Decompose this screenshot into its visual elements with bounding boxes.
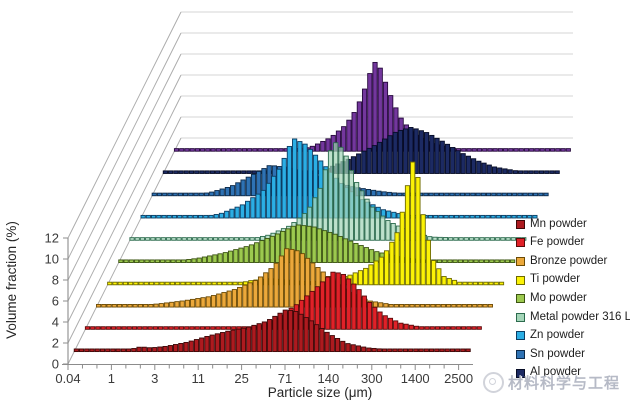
legend: Mn powder Fe powder Bronze powder Ti powder… — [516, 215, 630, 383]
svg-text:71: 71 — [278, 371, 292, 386]
svg-text:11: 11 — [191, 371, 205, 386]
watermark: 材料科学与工程 — [483, 372, 620, 393]
legend-label: Metal powder 316 L — [530, 310, 630, 323]
legend-item-mo-powder: Mo powder — [516, 289, 628, 308]
legend-swatch — [516, 238, 525, 248]
svg-text:10: 10 — [45, 252, 59, 267]
watermark-logo-icon — [483, 372, 504, 393]
legend-label: Zn powder — [530, 329, 585, 342]
legend-label: Bronze powder — [530, 254, 608, 267]
series-mn-powder — [73, 309, 471, 353]
legend-item-ti-powder: Ti powder — [516, 271, 628, 290]
svg-text:Volume fraction (%): Volume fraction (%) — [4, 221, 19, 339]
legend-item-sn-powder: Sn powder — [516, 345, 628, 364]
svg-text:4: 4 — [52, 315, 59, 330]
svg-text:1: 1 — [108, 371, 115, 386]
svg-text:2500: 2500 — [444, 371, 473, 386]
legend-label: Ti powder — [530, 273, 581, 286]
legend-item-bronze-powder: Bronze powder — [516, 252, 628, 271]
legend-item-fe-powder: Fe powder — [516, 234, 628, 253]
legend-swatch — [516, 331, 525, 341]
legend-label: Mn powder — [530, 217, 587, 230]
series-mo-powder — [118, 224, 516, 263]
svg-text:300: 300 — [361, 371, 383, 386]
series-fe-powder — [84, 271, 482, 330]
svg-text:0: 0 — [52, 357, 59, 372]
legend-swatch — [516, 256, 525, 266]
svg-text:3: 3 — [151, 371, 158, 386]
legend-label: Mo powder — [530, 291, 587, 304]
legend-item-metal-powder-316-l: Metal powder 316 L — [516, 308, 630, 327]
svg-text:1400: 1400 — [401, 371, 430, 386]
legend-swatch — [516, 275, 525, 285]
legend-item-al-powder: Al powder — [516, 364, 628, 383]
legend-item-mn-powder: Mn powder — [516, 215, 628, 234]
series-ti-powder — [107, 161, 505, 286]
legend-swatch — [516, 219, 525, 229]
legend-item-zn-powder: Zn powder — [516, 327, 628, 346]
svg-text:8: 8 — [52, 273, 59, 288]
svg-text:12: 12 — [45, 231, 59, 246]
svg-text:6: 6 — [52, 294, 59, 309]
legend-swatch — [516, 349, 525, 359]
legend-label: Al powder — [530, 366, 582, 379]
svg-text:0.04: 0.04 — [55, 371, 80, 386]
svg-text:Particle size (μm): Particle size (μm) — [268, 385, 373, 400]
legend-label: Fe powder — [530, 236, 585, 249]
svg-text:25: 25 — [234, 371, 248, 386]
legend-label: Sn powder — [530, 347, 585, 360]
svg-text:2: 2 — [52, 336, 59, 351]
legend-swatch — [516, 368, 525, 378]
legend-swatch — [516, 294, 525, 304]
svg-text:140: 140 — [318, 371, 340, 386]
watermark-text: 材料科学与工程 — [508, 375, 621, 392]
legend-swatch — [516, 312, 525, 322]
